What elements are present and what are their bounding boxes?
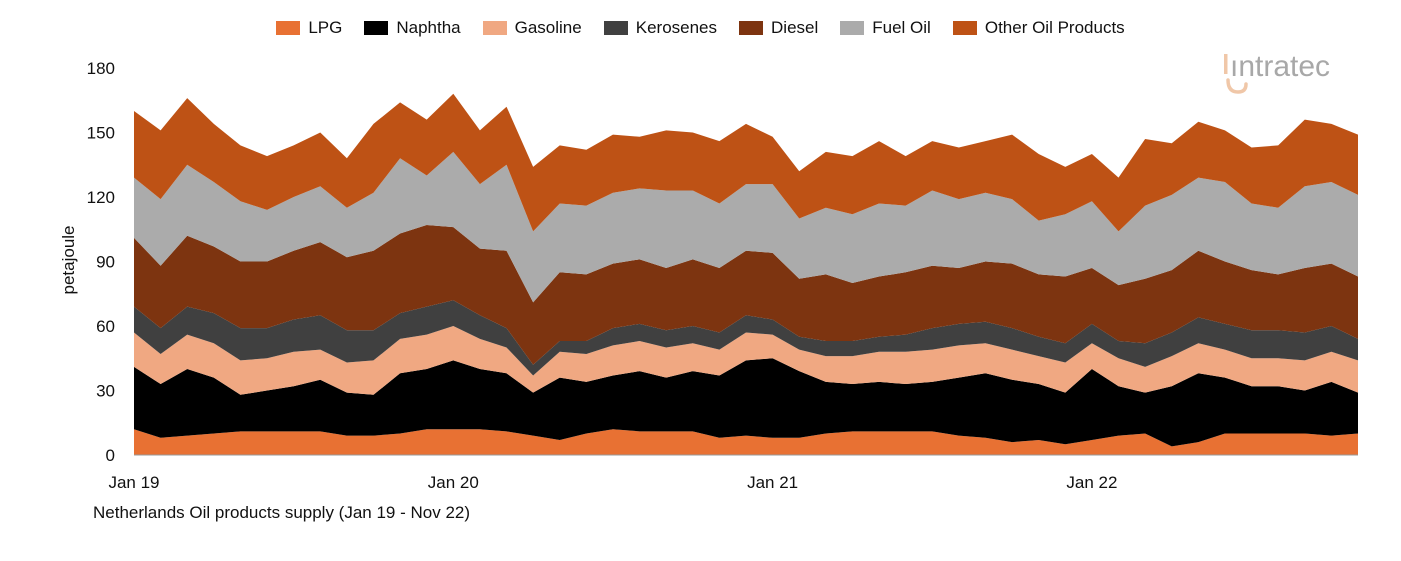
svg-text:ıntratec: ıntratec bbox=[1230, 50, 1330, 83]
legend-item: Diesel bbox=[739, 18, 818, 38]
legend-item: Gasoline bbox=[482, 18, 582, 38]
legend-label: Fuel Oil bbox=[872, 18, 931, 37]
x-tick-label: Jan 22 bbox=[1066, 473, 1117, 492]
legend-swatch bbox=[603, 21, 628, 35]
legend-label: Kerosenes bbox=[635, 18, 718, 37]
intratec-logo: ıntratec bbox=[1222, 44, 1367, 101]
area-other-oil-products bbox=[134, 93, 1358, 232]
y-tick-label: 90 bbox=[96, 253, 115, 272]
legend-swatch bbox=[364, 21, 389, 35]
legend-label: Naphtha bbox=[396, 18, 461, 37]
chart-caption: Netherlands Oil products supply (Jan 19 … bbox=[93, 503, 471, 522]
logo-mark: ıntratec bbox=[1224, 50, 1330, 94]
legend-swatch bbox=[482, 21, 507, 35]
legend-item: LPG bbox=[276, 18, 342, 38]
legend-label: Diesel bbox=[771, 18, 819, 37]
legend-label: LPG bbox=[308, 18, 343, 37]
y-axis-label: petajoule bbox=[59, 225, 78, 294]
legend-item: Other Oil Products bbox=[952, 18, 1125, 38]
x-tick-label: Jan 19 bbox=[108, 473, 159, 492]
legend: LPG Naphtha Gasoline Kerosenes Diesel Fuel Oi… bbox=[0, 18, 1401, 38]
area-gasoline bbox=[134, 326, 1358, 395]
y-axis-ticks: 0 30 60 90 120 150 180 bbox=[87, 59, 115, 465]
legend-label: Gasoline bbox=[514, 18, 582, 37]
y-tick-label: 120 bbox=[87, 188, 115, 207]
legend-swatch bbox=[952, 21, 977, 35]
x-tick-label: Jan 20 bbox=[428, 473, 479, 492]
legend-item: Naphtha bbox=[364, 18, 461, 38]
legend-item: Kerosenes bbox=[603, 18, 718, 38]
x-axis-ticks: Jan 19 Jan 20 Jan 21 Jan 22 bbox=[108, 473, 1117, 492]
legend-swatch bbox=[739, 21, 764, 35]
legend-swatch bbox=[840, 21, 865, 35]
y-tick-label: 0 bbox=[106, 446, 115, 465]
legend-label: Other Oil Products bbox=[984, 18, 1125, 37]
area-diesel bbox=[134, 224, 1358, 365]
y-tick-label: 180 bbox=[87, 59, 115, 78]
areas bbox=[134, 93, 1358, 455]
y-tick-label: 60 bbox=[96, 317, 115, 336]
area-kerosenes bbox=[134, 300, 1358, 376]
area-naphtha bbox=[134, 358, 1358, 447]
y-tick-label: 30 bbox=[96, 382, 115, 401]
legend-item: Fuel Oil bbox=[840, 18, 931, 38]
area-lpg bbox=[134, 429, 1358, 455]
y-tick-label: 150 bbox=[87, 124, 115, 143]
x-tick-label: Jan 21 bbox=[747, 473, 798, 492]
legend-swatch bbox=[276, 21, 301, 35]
area-fuel-oil bbox=[134, 151, 1358, 303]
